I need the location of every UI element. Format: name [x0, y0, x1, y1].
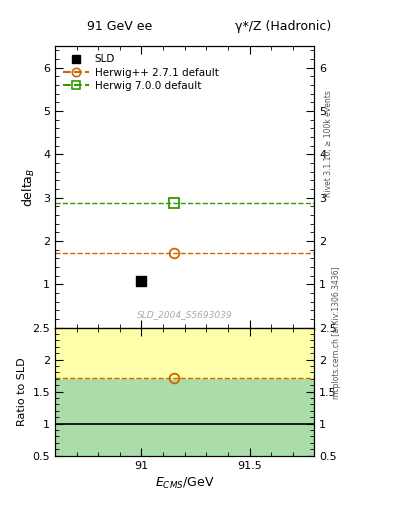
Bar	[55, 328, 314, 378]
Y-axis label: Ratio to SLD: Ratio to SLD	[17, 357, 27, 426]
Bar	[55, 328, 314, 456]
X-axis label: $E_{CMS}$/GeV: $E_{CMS}$/GeV	[155, 476, 215, 491]
Y-axis label: delta$_B$: delta$_B$	[21, 167, 37, 206]
Text: Rivet 3.1.10, ≥ 100k events: Rivet 3.1.10, ≥ 100k events	[324, 90, 332, 197]
Text: 91 GeV ee: 91 GeV ee	[87, 20, 152, 33]
Text: SLD_2004_S5693039: SLD_2004_S5693039	[137, 310, 233, 319]
Legend: SLD, Herwig++ 2.7.1 default, Herwig 7.0.0 default: SLD, Herwig++ 2.7.1 default, Herwig 7.0.…	[60, 51, 222, 94]
Text: γ*/Z (Hadronic): γ*/Z (Hadronic)	[235, 20, 331, 33]
Text: mcplots.cern.ch [arXiv:1306.3436]: mcplots.cern.ch [arXiv:1306.3436]	[332, 266, 340, 399]
